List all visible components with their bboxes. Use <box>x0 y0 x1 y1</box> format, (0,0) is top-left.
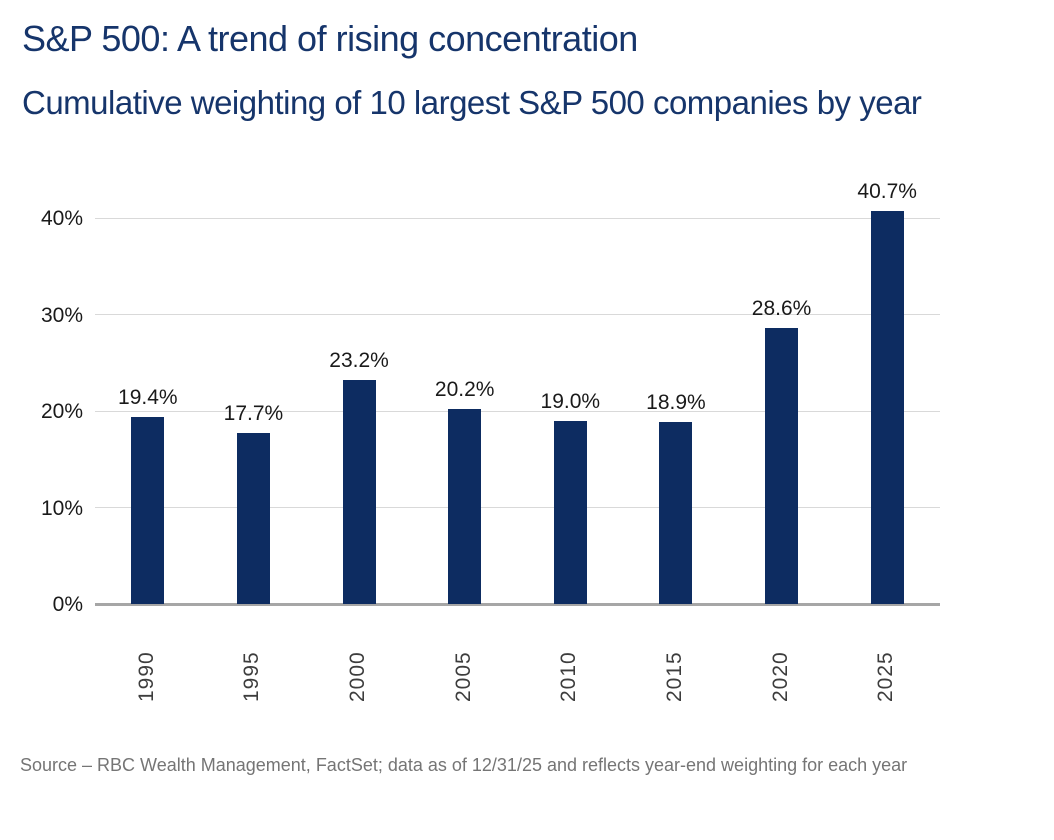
bar <box>553 420 587 604</box>
x-tick-label: 2010 <box>557 651 581 702</box>
y-tick-label: 30% <box>40 303 83 327</box>
bar-value-label: 19.4% <box>118 385 178 409</box>
x-tick-label: 1990 <box>134 651 158 702</box>
source-attribution: Source – RBC Wealth Management, FactSet;… <box>20 755 908 775</box>
bar-value-label: 20.2% <box>434 378 495 402</box>
bar-value-label: 17.7% <box>223 402 284 426</box>
x-axis-line <box>95 603 940 606</box>
gridline <box>95 507 940 509</box>
y-tick-label: 0% <box>52 593 83 616</box>
bar <box>342 380 376 604</box>
bar <box>659 421 693 604</box>
x-tick-label: 2005 <box>451 651 475 702</box>
bar-value-label: 19.0% <box>540 389 601 413</box>
plot-area: 0% 10% 20% 30% 40% 19.4% 1990 17.7% 1995 23.2% 200… <box>41 170 940 702</box>
gridline <box>95 217 940 219</box>
gridline <box>95 410 940 412</box>
y-tick-label: 10% <box>40 496 83 520</box>
chart-title: S&P 500: A trend of rising concentration <box>22 18 638 59</box>
bar-value-label: 23.2% <box>329 349 389 373</box>
bar-value-label: 18.9% <box>646 390 706 414</box>
bar <box>765 328 799 604</box>
gridline <box>95 314 940 316</box>
bar-value-label: 40.7% <box>857 180 917 204</box>
bar-value-label: 28.6% <box>751 297 812 321</box>
chart-subtitle: Cumulative weighting of 10 largest S&P 5… <box>22 84 922 121</box>
x-tick-label: 2000 <box>346 651 370 702</box>
x-tick-label: 2020 <box>768 651 792 702</box>
bar <box>870 211 904 604</box>
x-tick-label: 2015 <box>662 651 686 702</box>
bar <box>131 416 165 604</box>
y-tick-label: 40% <box>40 207 83 231</box>
x-tick-label: 2025 <box>874 651 898 702</box>
x-tick-label: 1995 <box>240 651 264 702</box>
y-tick-label: 20% <box>40 400 83 424</box>
bar <box>448 409 482 604</box>
bar <box>236 433 270 604</box>
